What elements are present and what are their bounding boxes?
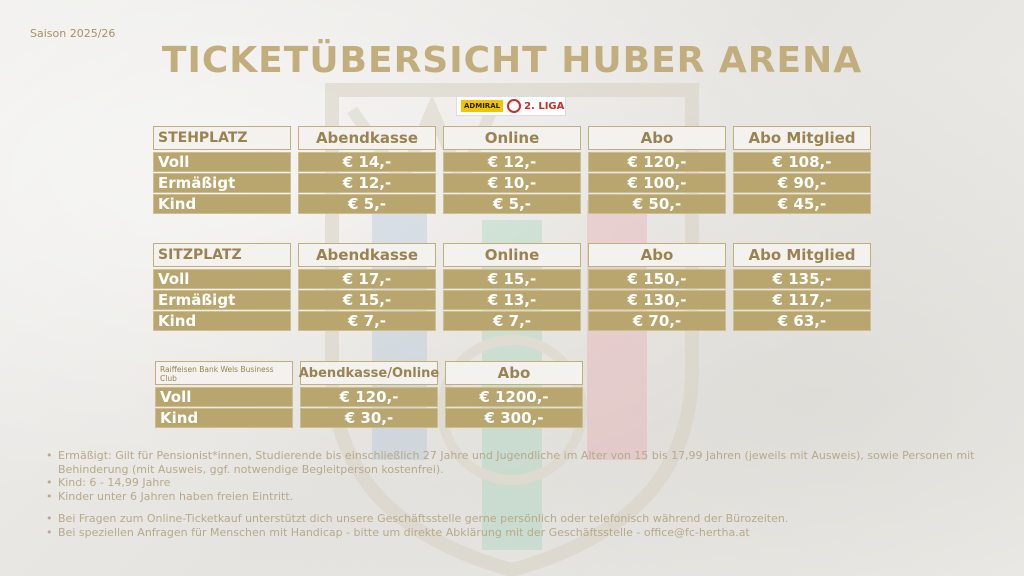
notes-list: Ermäßigt: Gilt für Pensionist*innen, Stu… <box>46 449 996 539</box>
table-header-cell: Abendkasse/Online <box>299 361 439 385</box>
price-cell: € 135,- <box>733 269 871 289</box>
league-logo: ADMIRAL 2. LIGA <box>456 96 566 116</box>
ball-icon <box>507 99 522 113</box>
table-header-cell: Abo Mitglied <box>733 243 871 267</box>
price-cell: € 5,- <box>298 194 436 214</box>
price-cell: € 117,- <box>733 290 871 310</box>
price-cell: € 150,- <box>588 269 726 289</box>
season-label: Saison 2025/26 <box>30 27 116 40</box>
table-header-cell: Raiffeisen Bank Wels Business Club <box>155 361 293 385</box>
price-cell: € 7,- <box>443 311 581 331</box>
price-cell: € 30,- <box>300 408 438 428</box>
note-item: Kind: 6 - 14,99 Jahre <box>46 476 996 490</box>
note-item: Bei Fragen zum Online-Ticketkauf unterst… <box>46 512 996 526</box>
price-cell: € 17,- <box>298 269 436 289</box>
brand-label: ADMIRAL <box>461 100 504 112</box>
price-cell: € 108,- <box>733 152 871 172</box>
price-cell: € 100,- <box>588 173 726 193</box>
table-header-cell: Online <box>443 243 581 267</box>
row-label: Ermäßigt <box>153 290 291 310</box>
row-label: Kind <box>155 408 293 428</box>
table-header-cell: Abo <box>445 361 583 385</box>
row-label: Kind <box>153 311 291 331</box>
row-label: Kind <box>153 194 291 214</box>
price-cell: € 12,- <box>298 173 436 193</box>
price-cell: € 130,- <box>588 290 726 310</box>
price-cell: € 5,- <box>443 194 581 214</box>
table-header-cell: Abendkasse <box>298 243 436 267</box>
note-item: Kinder unter 6 Jahren haben freien Eintr… <box>46 490 996 504</box>
price-cell: € 15,- <box>443 269 581 289</box>
row-label: Ermäßigt <box>153 173 291 193</box>
price-cell: € 15,- <box>298 290 436 310</box>
price-cell: € 120,- <box>300 387 438 407</box>
price-cell: € 70,- <box>588 311 726 331</box>
note-item: Bei speziellen Anfragen für Menschen mit… <box>46 526 996 540</box>
price-cell: € 13,- <box>443 290 581 310</box>
table-header-cell: Abo Mitglied <box>733 126 871 150</box>
row-label: Voll <box>155 387 293 407</box>
price-cell: € 12,- <box>443 152 581 172</box>
note-item: Ermäßigt: Gilt für Pensionist*innen, Stu… <box>46 449 996 476</box>
price-cell: € 63,- <box>733 311 871 331</box>
price-cell: € 1200,- <box>445 387 583 407</box>
price-cell: € 14,- <box>298 152 436 172</box>
table-header-cell: Abo <box>588 243 726 267</box>
page-title: TICKETÜBERSICHT HUBER ARENA <box>161 40 863 81</box>
price-cell: € 300,- <box>445 408 583 428</box>
league-label: 2. LIGA <box>524 100 565 112</box>
table-header-cell: Abendkasse <box>298 126 436 150</box>
table-header-cell: Abo <box>588 126 726 150</box>
table-header-cell: Online <box>443 126 581 150</box>
price-cell: € 50,- <box>588 194 726 214</box>
price-cell: € 45,- <box>733 194 871 214</box>
price-cell: € 120,- <box>588 152 726 172</box>
row-label: Voll <box>153 152 291 172</box>
row-label: Voll <box>153 269 291 289</box>
table-header-cell: STEHPLATZ <box>153 126 291 150</box>
price-cell: € 90,- <box>733 173 871 193</box>
price-cell: € 7,- <box>298 311 436 331</box>
table-header-cell: SITZPLATZ <box>153 243 291 267</box>
price-cell: € 10,- <box>443 173 581 193</box>
